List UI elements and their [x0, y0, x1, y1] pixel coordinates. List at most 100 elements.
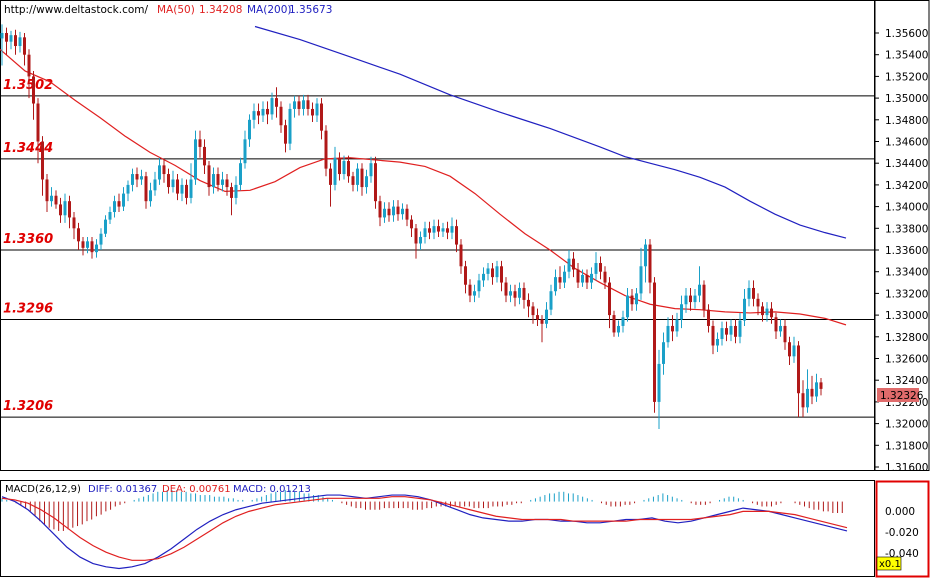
candle-body [594, 263, 598, 274]
candle-body [819, 382, 823, 389]
candle-body [419, 236, 422, 244]
candle-body [563, 271, 566, 283]
candle-body [180, 184, 184, 194]
candle-body [108, 212, 112, 220]
ma200-line [254, 25, 847, 239]
candle-body [401, 208, 404, 215]
candle-body [185, 184, 188, 198]
candle-body [50, 195, 53, 202]
candle-body [122, 193, 125, 207]
candle-body [86, 241, 89, 248]
candle-body [468, 284, 472, 296]
candle-body [113, 201, 116, 213]
candle-body [392, 206, 395, 216]
candle-body [720, 328, 724, 339]
candle-body [747, 287, 751, 299]
candle-body [509, 291, 512, 296]
price-tick-label: 1.33400 [885, 267, 928, 279]
level-label: 1.3296 [3, 301, 53, 316]
macd-tick-0: 0.000 [885, 506, 915, 518]
candle-body [725, 328, 728, 335]
candle-body [612, 315, 616, 333]
price-tick-label: 1.34200 [885, 180, 928, 192]
candle-body [23, 37, 26, 55]
candle-body [18, 37, 22, 47]
macd-axis-panel[interactable] [875, 480, 930, 578]
candle-body [230, 187, 233, 198]
candle-body [428, 228, 431, 233]
candle-body [788, 342, 791, 357]
candle-body [432, 226, 436, 233]
price-tick-label: 1.35400 [885, 50, 928, 62]
candle-body [792, 345, 796, 357]
price-tick-label: 1.34000 [885, 202, 928, 214]
price-tick-label: 1.32800 [885, 332, 928, 344]
candle-body [63, 201, 67, 216]
candle-body [153, 179, 157, 191]
candle-body [275, 98, 278, 107]
candle-body [455, 226, 458, 245]
candle-body [324, 130, 328, 169]
candle-body [347, 161, 350, 177]
candle-body [234, 184, 238, 198]
candle-body [702, 284, 706, 310]
price-tick-label: 1.33000 [885, 310, 928, 322]
macd-title: MACD(26,12,9) [5, 484, 81, 495]
price-tick-label: 1.32600 [885, 354, 928, 366]
candle-body [513, 291, 517, 298]
candle-body [27, 54, 31, 77]
candle-body [311, 108, 314, 116]
zoom-badge[interactable] [876, 556, 902, 571]
candle-body [779, 325, 782, 332]
candle-body [131, 174, 134, 185]
candle-body [437, 226, 440, 232]
zoom-label[interactable]: x0.1 [879, 559, 901, 570]
candle-body [473, 291, 476, 296]
candle-body [41, 141, 44, 180]
source-url[interactable]: http://www.deltastock.com/ [4, 4, 149, 16]
candle-body [176, 179, 179, 194]
candle-body [225, 179, 229, 188]
candle-body [698, 284, 701, 296]
candle-body [482, 273, 485, 281]
ma200-value: 1.35673 [289, 4, 332, 16]
candle-body [68, 201, 71, 218]
candle-body [374, 163, 377, 202]
candle-body [288, 108, 292, 144]
last-price-tag [877, 388, 919, 402]
candle-body [90, 241, 94, 253]
candle-body [810, 388, 814, 397]
candle-body [302, 100, 305, 109]
candle-body [554, 277, 557, 292]
candle-body [239, 163, 242, 185]
candle-body [441, 228, 445, 232]
candle-body [653, 282, 656, 402]
candle-body [689, 295, 692, 303]
candle-body [356, 168, 359, 185]
candle-body [257, 111, 260, 116]
candle-body [59, 204, 62, 216]
candle-body [464, 266, 467, 285]
candle-body [531, 306, 535, 316]
candle-body [252, 111, 256, 120]
candle-body [261, 108, 265, 116]
candle-body [54, 195, 58, 205]
candle-body [797, 345, 800, 394]
candle-body [104, 219, 107, 234]
candle-body [171, 179, 175, 188]
candle-body [414, 228, 418, 244]
candle-body [135, 174, 139, 180]
candle-body [576, 269, 580, 283]
candle-body [734, 325, 737, 337]
candle-body [801, 393, 805, 408]
candle-body [266, 108, 269, 115]
candle-body [320, 103, 323, 131]
candle-body [315, 103, 319, 116]
macd-macd-label: MACD: 0.01213 [233, 484, 311, 495]
candle-body [608, 282, 611, 316]
candle-body [540, 319, 544, 324]
price-tick-label: 1.31800 [885, 440, 928, 452]
price-tick-label: 1.34800 [885, 115, 928, 127]
candle-body [743, 298, 746, 321]
